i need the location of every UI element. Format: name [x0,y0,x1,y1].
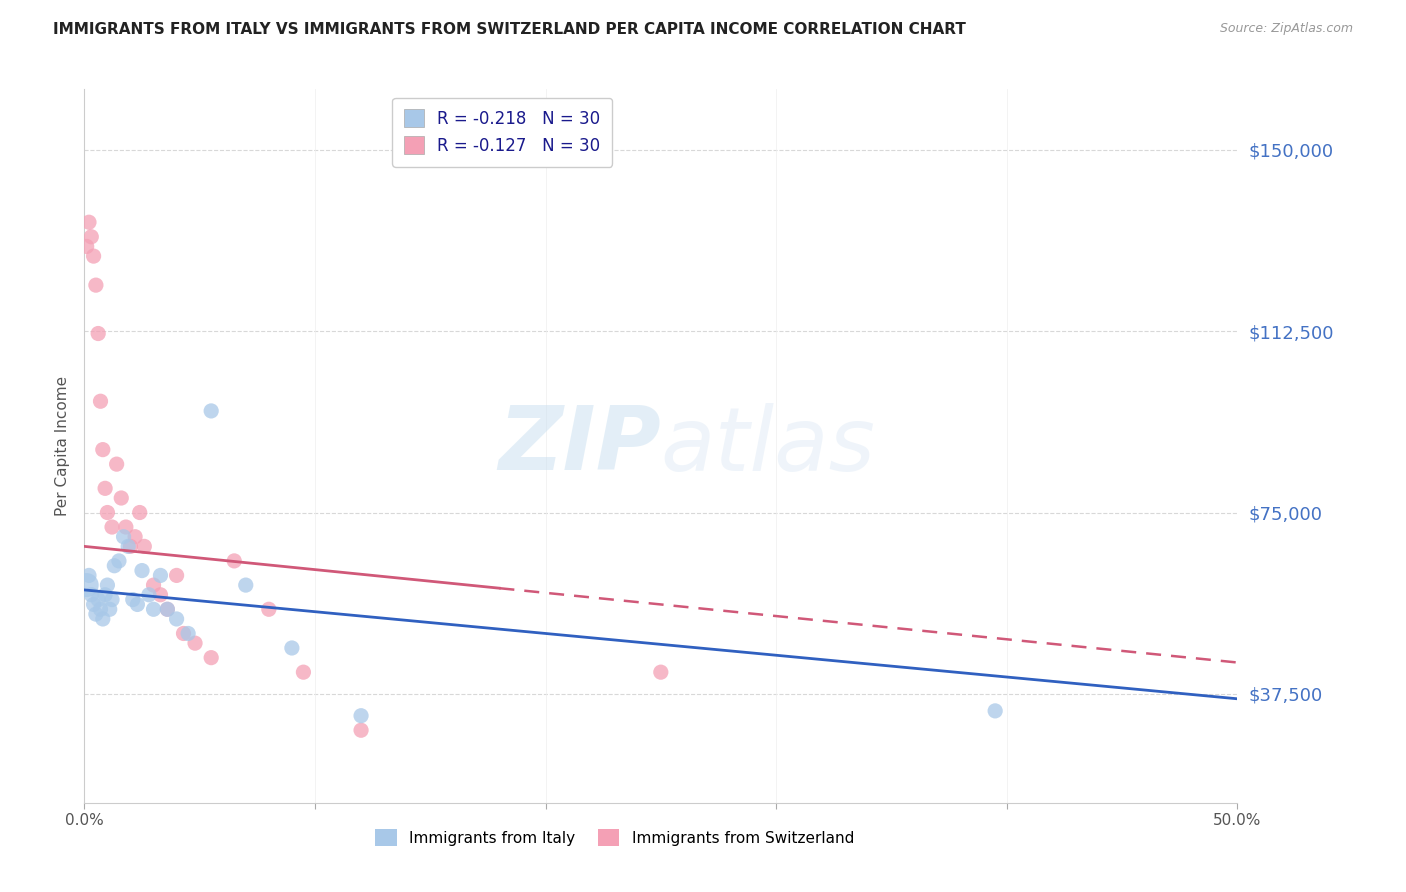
Point [98,602,121,616]
Point [80,229,103,244]
Point [89,394,111,409]
Point [76,239,98,253]
Point [87,592,110,607]
Point [128,506,150,520]
Text: IMMIGRANTS FROM ITALY VS IMMIGRANTS FROM SWITZERLAND PER CAPITA INCOME CORRELATI: IMMIGRANTS FROM ITALY VS IMMIGRANTS FROM… [53,22,966,37]
Point [105,457,128,471]
Point [77,215,100,229]
Point [76,578,98,592]
Point [184,636,207,650]
Point [177,626,200,640]
Point [257,602,280,616]
Point [120,540,142,554]
Point [149,588,172,602]
Point [91,442,114,457]
Point [166,612,188,626]
Point [350,723,373,738]
Point [96,506,118,520]
Point [156,602,179,616]
Point [156,602,179,616]
Point [83,598,105,612]
Point [134,540,156,554]
Point [108,554,131,568]
Point [89,602,111,616]
Point [80,588,103,602]
Point [94,588,117,602]
Point [166,568,188,582]
Point [200,650,222,665]
Point [121,592,143,607]
Point [112,530,135,544]
Point [83,249,105,263]
Point [292,665,315,680]
Point [84,607,107,621]
Point [650,665,672,680]
Point [281,640,304,655]
Point [350,708,373,723]
Point [224,554,246,568]
Point [138,588,160,602]
Point [96,578,118,592]
Point [110,491,132,505]
Point [142,578,165,592]
Point [101,520,124,534]
Point [200,404,222,418]
Point [91,612,114,626]
Point [235,578,257,592]
Point [173,626,195,640]
Text: atlas: atlas [661,403,876,489]
Legend: Immigrants from Italy, Immigrants from Switzerland: Immigrants from Italy, Immigrants from S… [370,823,860,852]
Point [94,481,117,495]
Point [142,602,165,616]
Point [101,592,124,607]
Point [87,326,110,341]
Point [117,540,139,554]
Point [131,564,153,578]
Point [127,598,149,612]
Y-axis label: Per Capita Income: Per Capita Income [55,376,70,516]
Point [149,568,172,582]
Text: ZIP: ZIP [498,402,661,490]
Point [984,704,1007,718]
Point [115,520,138,534]
Text: Source: ZipAtlas.com: Source: ZipAtlas.com [1219,22,1353,36]
Point [77,568,100,582]
Point [103,558,125,573]
Point [84,278,107,293]
Point [124,530,146,544]
